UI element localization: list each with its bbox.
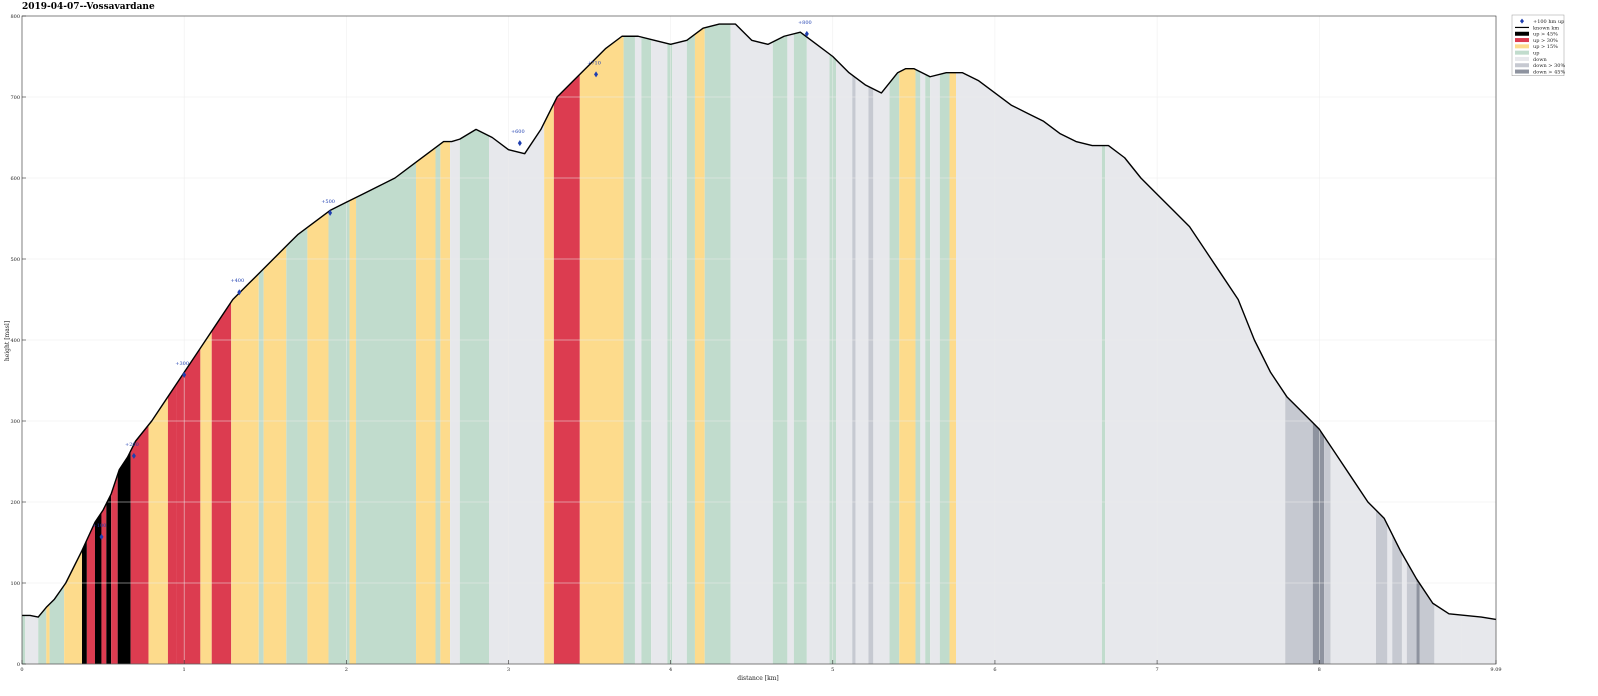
legend-label: +100 hm up [1533, 19, 1564, 25]
y-tick-label: 400 [10, 338, 20, 344]
legend-label: down > 45% [1533, 69, 1565, 75]
hm-marker [237, 289, 242, 296]
hm-marker [594, 71, 599, 78]
y-tick-label: 500 [10, 257, 20, 263]
profile-line-group [22, 23, 1497, 621]
axes: 0 1 2 3 4 5 6 7 8 9.09 0 100 200 300 400 500 600 700 800 [10, 14, 1501, 673]
hm-marker-label: +100 [93, 523, 107, 529]
y-tick-label: 0 [17, 662, 20, 668]
y-tick-label: 100 [10, 581, 20, 587]
legend-label: up > 30% [1533, 38, 1558, 44]
legend-swatch-down [1515, 56, 1529, 61]
legend-swatch-up15 [1515, 44, 1529, 49]
x-axis-label: distance [km] [737, 675, 779, 682]
y-tick-label: 600 [10, 176, 20, 182]
hm-marker-label: +500 [321, 199, 335, 205]
x-tick-label: 5 [831, 667, 834, 673]
legend-swatch-up45 [1515, 31, 1529, 36]
hm-marker [99, 533, 104, 540]
x-tick-label: 1 [183, 667, 186, 673]
x-tick-label: 8 [1318, 667, 1321, 673]
y-tick-label: 200 [10, 500, 20, 506]
legend-label: down > 30% [1533, 63, 1565, 69]
profile-line [22, 23, 1497, 621]
above-profile-fill [22, 15, 1496, 620]
hm-marker-label: +600 [511, 129, 525, 135]
legend-label: down [1533, 57, 1547, 63]
legend-label: up > 45% [1533, 32, 1558, 38]
legend-swatch-marker [1520, 18, 1524, 24]
legend-label: up > 15% [1533, 44, 1558, 50]
legend-swatch-up [1515, 50, 1529, 55]
x-tick-label: 9.09 [1490, 667, 1501, 673]
y-tick-label: 700 [10, 95, 20, 101]
hm-marker [328, 209, 333, 216]
legend-swatch-down30 [1515, 63, 1529, 68]
y-axis-label: height [masl] [4, 321, 11, 361]
x-tick-label: 2 [345, 667, 348, 673]
hm-marker-label: +400 [230, 278, 244, 284]
chart-title: 2019-04-07--Vossavardane [22, 2, 155, 12]
y-tick-label: 300 [10, 419, 20, 425]
x-tick-label: 4 [669, 667, 672, 673]
hm-marker [182, 371, 187, 378]
x-tick-label: 0 [20, 667, 23, 673]
x-tick-label: 6 [993, 667, 996, 673]
hm-marker-label: +300 [175, 361, 189, 367]
y-tick-label: 800 [10, 14, 20, 20]
hm-marker-label: +800 [798, 20, 812, 26]
x-tick-label: 7 [1155, 667, 1158, 673]
legend-label: up [1533, 50, 1539, 56]
hm-marker-label: +200 [125, 442, 139, 448]
legend-swatch-up30 [1515, 38, 1529, 43]
hm-marker [517, 140, 522, 147]
legend-label: known km [1533, 25, 1559, 31]
hm-marker-label: +710 [587, 60, 601, 66]
hm-markers: +100 +200 +300 +400 +500 +600 +710 +800 [93, 20, 812, 540]
hm-marker [804, 30, 809, 37]
x-tick-label: 3 [507, 667, 510, 673]
legend-swatch-down45 [1515, 69, 1529, 74]
hm-marker [131, 452, 136, 459]
